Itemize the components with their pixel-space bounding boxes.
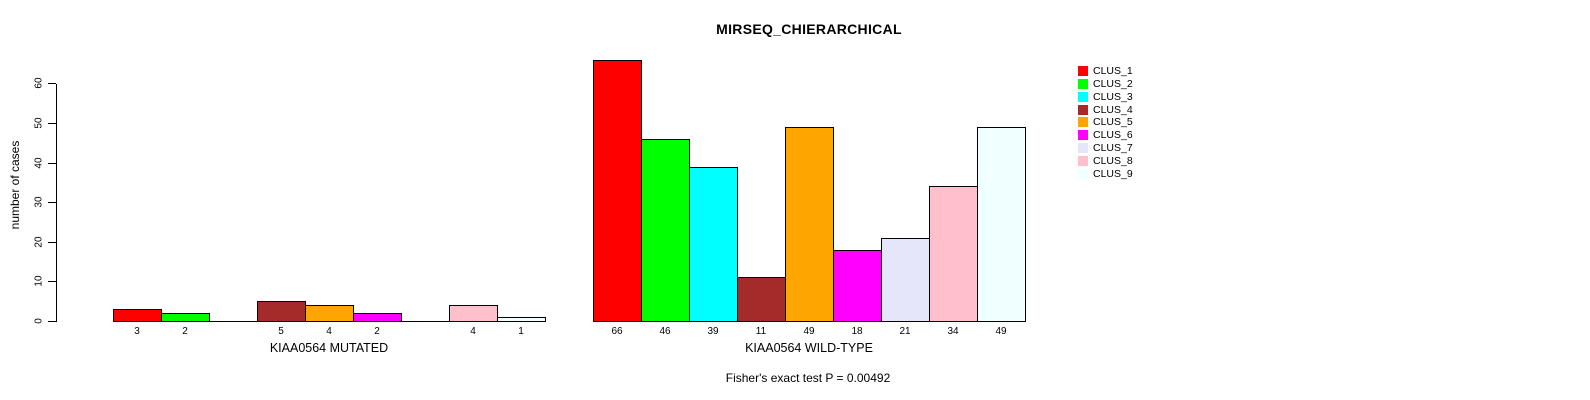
y-tick-label: 60 xyxy=(33,77,45,89)
bar-value-label: 49 xyxy=(995,326,1007,337)
y-axis-line xyxy=(56,84,57,322)
bar-clus_4 xyxy=(737,277,786,322)
bar-value-label: 46 xyxy=(659,326,671,337)
y-tick-label: 40 xyxy=(33,157,45,169)
y-tick-label: 0 xyxy=(33,318,45,324)
bar-clus_1 xyxy=(113,309,162,322)
bar-clus_6 xyxy=(833,250,882,322)
legend-swatch-clus_8 xyxy=(1078,156,1088,166)
bar-value-label: 11 xyxy=(755,326,767,337)
legend-swatch-clus_3 xyxy=(1078,92,1088,102)
legend-label-clus_3: CLUS_3 xyxy=(1093,91,1133,103)
bar-clus_2 xyxy=(641,139,690,322)
legend-swatch-clus_7 xyxy=(1078,143,1088,153)
legend-label-clus_9: CLUS_9 xyxy=(1093,168,1133,180)
legend-swatch-clus_9 xyxy=(1078,169,1088,179)
bar-value-label: 1 xyxy=(518,326,524,337)
legend-label-clus_8: CLUS_8 xyxy=(1093,155,1133,167)
bar-clus_3 xyxy=(689,167,738,322)
legend-label-clus_2: CLUS_2 xyxy=(1093,78,1133,90)
bar-value-label: 21 xyxy=(899,326,911,337)
y-axis-tick xyxy=(48,163,56,164)
y-axis-tick xyxy=(48,242,56,243)
legend-swatch-clus_5 xyxy=(1078,117,1088,127)
bar-clus_6 xyxy=(353,313,402,322)
x-axis-group-label: KIAA0564 MUTATED xyxy=(269,341,389,355)
y-axis-tick xyxy=(48,281,56,282)
legend-swatch-clus_2 xyxy=(1078,79,1088,89)
bar-clus_4 xyxy=(257,301,306,322)
legend-label-clus_4: CLUS_4 xyxy=(1093,104,1133,116)
y-tick-label: 10 xyxy=(33,275,45,287)
bar-value-label: 49 xyxy=(803,326,815,337)
fisher-test-note: Fisher's exact test P = 0.00492 xyxy=(725,371,891,385)
y-tick-label: 30 xyxy=(33,196,45,208)
legend-swatch-clus_4 xyxy=(1078,105,1088,115)
bar-value-label: 3 xyxy=(134,326,140,337)
bar-value-label: 34 xyxy=(947,326,959,337)
legend-label-clus_5: CLUS_5 xyxy=(1093,116,1133,128)
y-axis-tick xyxy=(48,123,56,124)
bar-value-label: 4 xyxy=(470,326,476,337)
y-axis-title: number of cases xyxy=(8,140,22,230)
bar-clus_1 xyxy=(593,60,642,322)
bar-clus_5 xyxy=(305,305,354,322)
bar-value-label: 39 xyxy=(707,326,719,337)
legend-swatch-clus_6 xyxy=(1078,130,1088,140)
bar-value-label: 2 xyxy=(182,326,188,337)
legend-label-clus_6: CLUS_6 xyxy=(1093,129,1133,141)
bar-clus_5 xyxy=(785,127,834,322)
bar-value-label: 66 xyxy=(611,326,623,337)
bar-clus_8 xyxy=(929,186,978,322)
bar-clus_8 xyxy=(449,305,498,322)
y-tick-label: 50 xyxy=(33,117,45,129)
x-axis-group-label: KIAA0564 WILD-TYPE xyxy=(745,341,873,355)
legend-label-clus_1: CLUS_1 xyxy=(1093,65,1133,77)
bar-value-label: 5 xyxy=(278,326,284,337)
legend-label-clus_7: CLUS_7 xyxy=(1093,142,1133,154)
bar-clus_9 xyxy=(497,317,546,322)
chart-title: MIRSEQ_CHIERARCHICAL xyxy=(716,21,902,37)
bar-clus_2 xyxy=(161,313,210,322)
y-axis-tick xyxy=(48,202,56,203)
bar-clus_7 xyxy=(881,238,930,322)
legend-swatch-clus_1 xyxy=(1078,66,1088,76)
bar-value-label: 4 xyxy=(326,326,332,337)
y-tick-label: 20 xyxy=(33,236,45,248)
bar-value-label: 2 xyxy=(374,326,380,337)
y-axis-tick xyxy=(48,321,56,322)
bar-value-label: 18 xyxy=(851,326,863,337)
bar-clus_9 xyxy=(977,127,1026,322)
y-axis-tick xyxy=(48,83,56,84)
